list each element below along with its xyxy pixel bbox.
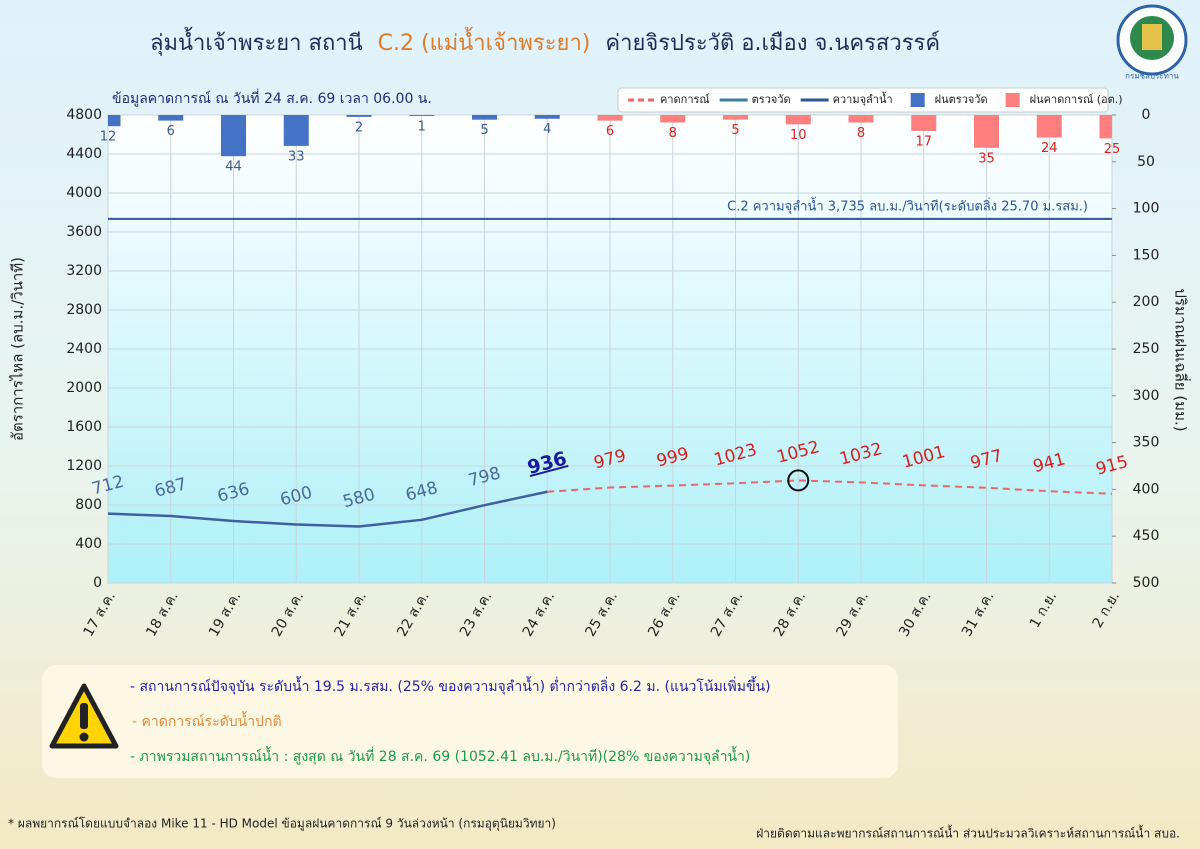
flow-line	[547, 479, 1112, 495]
rain-bar	[409, 115, 435, 116]
rain-bar	[158, 115, 184, 121]
info-box	[42, 665, 898, 778]
footer-right: ฝ่ายติดตามและพยากรณ์สถานการณ์น้ำ ส่วนประ…	[756, 825, 1180, 841]
info-line: - คาดการณ์ระดับน้ำปกติ	[132, 711, 282, 730]
y-tick-label: 3600	[66, 224, 102, 240]
y2-tick-label: 450	[1133, 528, 1160, 544]
title-prefix: ลุ่มน้ำเจ้าพระยา สถานี	[150, 27, 363, 56]
rain-bar	[785, 115, 811, 125]
legend-swatch	[910, 93, 925, 107]
y-tick-label: 4400	[66, 146, 102, 162]
flow-line	[108, 490, 548, 528]
rain-bar	[974, 115, 999, 148]
y-axis-label: อัตราการไหล (ลบ.ม./วินาที)	[9, 257, 27, 441]
title: ลุ่มน้ำเจ้าพระยา สถานี C.2 (แม่น้ำเจ้าพร…	[150, 27, 940, 56]
subtitle: ข้อมูลคาดการณ์ ณ วันที่ 24 ส.ค. 69 เวลา …	[112, 89, 432, 107]
rain-label: 1	[418, 119, 426, 134]
legend-label: ตรวจวัด	[752, 93, 791, 106]
y-tick-label: 2400	[66, 341, 102, 357]
rain-label: 8	[669, 126, 677, 141]
legend-label: ความจุลำน้ำ	[833, 91, 893, 106]
y-tick-label: 2000	[66, 380, 102, 396]
y-tick-label: 0	[93, 575, 102, 591]
rain-bar	[1099, 115, 1112, 139]
rain-label: 24	[1041, 141, 1058, 156]
legend-label: คาดการณ์	[660, 93, 710, 106]
title-suffix: ค่ายจิรประวัติ อ.เมือง จ.นครสวรรค์	[605, 31, 940, 56]
rain-bar	[283, 115, 309, 146]
title-station: C.2 (แม่น้ำเจ้าพระยา)	[378, 27, 591, 56]
y2-tick-label: 350	[1133, 435, 1160, 451]
y2-tick-label: 500	[1133, 575, 1160, 591]
rain-label: 4	[543, 122, 551, 137]
peak-marker	[787, 469, 810, 492]
logo-text: กรมชลประทาน	[1125, 72, 1179, 81]
info-line: - สถานการณ์ปัจจุบัน ระดับน้ำ 19.5 ม.รสม.…	[130, 676, 771, 695]
legend-label: ฝนตรวจวัด	[935, 93, 988, 106]
rain-label: 17	[915, 134, 932, 149]
rain-bar	[472, 115, 497, 120]
rain-bar	[108, 115, 121, 127]
y-tick-label: 800	[75, 497, 102, 513]
y2-tick-label: 50	[1137, 154, 1155, 170]
rain-label: 2	[355, 120, 363, 135]
rain-label: 6	[606, 124, 614, 139]
rain-label: 6	[167, 124, 175, 139]
y2-tick-label: 150	[1133, 247, 1160, 263]
rain-bar	[597, 115, 623, 121]
rain-label: 44	[225, 160, 242, 175]
rain-bar	[534, 115, 560, 119]
rain-bar	[346, 115, 372, 117]
info-line: - ภาพรวมสถานการณ์น้ำ : สูงสุด ณ วันที่ 2…	[130, 746, 750, 765]
y2-tick-label: 200	[1133, 294, 1160, 310]
rain-bar	[911, 115, 937, 131]
rain-bar	[723, 115, 748, 120]
legend-label: ฝนคาดการณ์ (อต.)	[1030, 93, 1123, 106]
rain-label: 12	[100, 130, 117, 145]
rain-label: 5	[731, 123, 739, 138]
rain-label: 33	[288, 149, 305, 164]
y2-tick-label: 250	[1133, 341, 1160, 357]
y-tick-label: 1600	[66, 419, 102, 435]
rain-label: 10	[790, 128, 807, 143]
legend-box	[617, 87, 1109, 113]
y-tick-label: 2800	[66, 302, 102, 318]
reference-label: C.2 ความจุลำน้ำ 3,735 ลบ.ม./วินาที(ระดับ…	[727, 196, 1088, 214]
rain-bar	[1036, 115, 1062, 138]
y-tick-label: 400	[75, 536, 102, 552]
y2-tick-label: 100	[1133, 201, 1160, 217]
y2-axis-label: ปริมาณฝนเฉลี่ย (มม.)	[1172, 288, 1192, 431]
y-tick-label: 4000	[66, 185, 102, 201]
footer-left: * ผลพยากรณ์โดยแบบจำลอง Mike 11 - HD Mode…	[8, 817, 556, 832]
rain-bar	[221, 115, 246, 157]
legend-swatch	[1005, 93, 1020, 107]
logo: กรมชลประทาน	[1116, 4, 1188, 81]
rain-label: 8	[857, 126, 865, 141]
rain-bar	[848, 115, 874, 123]
y-tick-label: 1200	[66, 458, 102, 474]
y-tick-label: 3200	[66, 263, 102, 279]
y2-tick-label: 400	[1133, 481, 1160, 497]
y2-tick-label: 0	[1142, 107, 1151, 123]
rain-label: 5	[480, 123, 488, 138]
rain-bar	[660, 115, 686, 123]
y2-tick-label: 300	[1133, 388, 1160, 404]
y-tick-label: 4800	[66, 107, 102, 123]
warning-icon	[49, 683, 119, 749]
rain-label: 35	[978, 151, 995, 166]
rain-label: 25	[1104, 142, 1121, 157]
